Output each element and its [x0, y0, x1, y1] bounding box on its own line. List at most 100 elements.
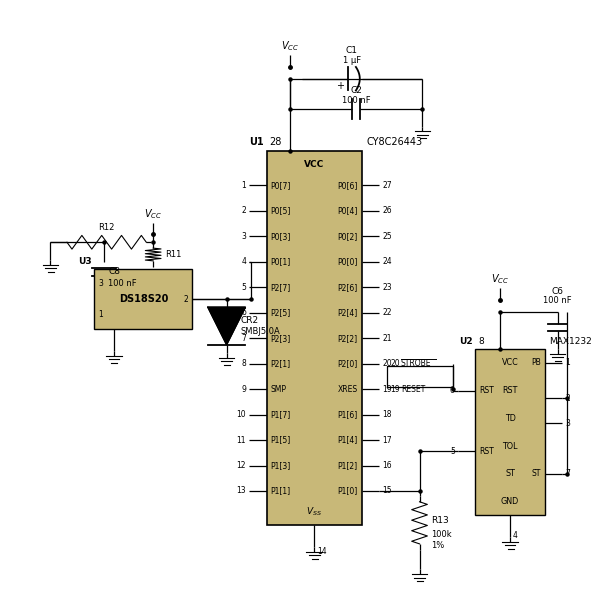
Text: P1[2]: P1[2] — [338, 461, 358, 470]
Text: VCC: VCC — [304, 161, 325, 169]
Text: 10: 10 — [236, 410, 246, 419]
Text: 1: 1 — [565, 358, 570, 367]
Text: 19: 19 — [390, 385, 400, 394]
Text: 15: 15 — [382, 486, 392, 495]
Text: P0[1]: P0[1] — [271, 257, 291, 266]
Text: ST: ST — [505, 469, 515, 478]
Text: 27: 27 — [382, 181, 392, 190]
Text: 24: 24 — [382, 257, 392, 266]
Text: RST: RST — [479, 386, 494, 395]
Text: 2: 2 — [241, 207, 246, 216]
Text: RST: RST — [502, 386, 518, 395]
Text: 1%: 1% — [431, 541, 445, 550]
Bar — [94, 269, 193, 329]
Text: $V_{SS}$: $V_{SS}$ — [306, 506, 322, 518]
Text: VCC: VCC — [502, 358, 518, 367]
Text: 4: 4 — [513, 531, 518, 540]
Text: 23: 23 — [382, 283, 392, 292]
Text: 28: 28 — [269, 137, 282, 147]
Text: $V_{CC}$: $V_{CC}$ — [281, 39, 299, 53]
Text: P1[1]: P1[1] — [271, 486, 291, 495]
Text: P2[3]: P2[3] — [271, 334, 291, 342]
Text: 1 μF: 1 μF — [343, 56, 361, 65]
Text: CY8C26443: CY8C26443 — [367, 137, 423, 147]
Text: $V_{CC}$: $V_{CC}$ — [144, 207, 162, 220]
Text: 7: 7 — [565, 469, 571, 478]
Text: C6: C6 — [551, 287, 563, 296]
Text: P2[1]: P2[1] — [271, 359, 291, 368]
Text: 2: 2 — [565, 394, 570, 403]
Text: P2[4]: P2[4] — [338, 308, 358, 317]
Text: U2: U2 — [459, 337, 472, 346]
Text: C8: C8 — [108, 267, 120, 276]
Text: CR2: CR2 — [241, 316, 259, 324]
Text: C2: C2 — [350, 86, 362, 95]
Text: 1: 1 — [241, 181, 246, 190]
Text: 8: 8 — [478, 337, 484, 346]
Text: 1: 1 — [98, 310, 103, 319]
Text: U3: U3 — [78, 257, 91, 266]
Text: 3: 3 — [565, 419, 571, 428]
Text: DS18S20: DS18S20 — [119, 294, 168, 304]
Text: P0[4]: P0[4] — [337, 207, 358, 216]
Text: 11: 11 — [236, 435, 246, 445]
Text: SMP: SMP — [271, 385, 287, 394]
Text: P0[2]: P0[2] — [338, 232, 358, 241]
Text: 8: 8 — [241, 359, 246, 368]
Text: P1[5]: P1[5] — [271, 435, 291, 445]
Text: ST: ST — [532, 469, 541, 478]
Text: P2[2]: P2[2] — [338, 334, 358, 342]
Text: P2[5]: P2[5] — [271, 308, 291, 317]
Text: 5: 5 — [241, 283, 246, 292]
Text: MAX1232: MAX1232 — [549, 337, 592, 346]
Text: 17: 17 — [382, 435, 392, 445]
Text: 3: 3 — [241, 232, 246, 241]
Text: RST: RST — [479, 446, 494, 455]
Text: R11: R11 — [165, 250, 181, 259]
Text: RESET: RESET — [401, 385, 425, 394]
Text: 22: 22 — [382, 308, 392, 317]
Text: 100 nF: 100 nF — [342, 96, 371, 105]
Text: TD: TD — [505, 414, 515, 423]
Text: R13: R13 — [431, 516, 449, 525]
Text: 7: 7 — [241, 334, 246, 342]
Text: R12: R12 — [98, 223, 115, 233]
Text: 3: 3 — [98, 280, 103, 288]
Text: P0[0]: P0[0] — [337, 257, 358, 266]
Text: 14: 14 — [317, 547, 327, 556]
Text: STROBE: STROBE — [401, 359, 431, 368]
Text: 9: 9 — [241, 385, 246, 394]
Text: 19: 19 — [382, 385, 392, 394]
Text: PB: PB — [531, 358, 541, 367]
Text: P0[5]: P0[5] — [271, 207, 291, 216]
Text: P0[7]: P0[7] — [271, 181, 291, 190]
Text: 100k: 100k — [431, 530, 452, 539]
Text: 21: 21 — [382, 334, 392, 342]
Text: P1[7]: P1[7] — [271, 410, 291, 419]
Text: 4: 4 — [241, 257, 246, 266]
Text: 5: 5 — [450, 446, 455, 455]
Text: 26: 26 — [382, 207, 392, 216]
Text: 100 nF: 100 nF — [543, 296, 572, 305]
Text: P0[6]: P0[6] — [337, 181, 358, 190]
Text: P2[0]: P2[0] — [338, 359, 358, 368]
Text: 16: 16 — [382, 461, 392, 470]
Bar — [475, 349, 545, 515]
Text: 100 nF: 100 nF — [108, 279, 137, 288]
Text: 18: 18 — [382, 410, 392, 419]
Text: P1[3]: P1[3] — [271, 461, 291, 470]
Text: 12: 12 — [236, 461, 246, 470]
Text: GND: GND — [501, 497, 519, 506]
Text: 2: 2 — [184, 295, 188, 304]
Text: 6: 6 — [450, 386, 455, 395]
Text: P0[3]: P0[3] — [271, 232, 291, 241]
Text: $V_{CC}$: $V_{CC}$ — [491, 272, 509, 286]
Text: 20: 20 — [390, 359, 400, 368]
Bar — [267, 151, 362, 525]
Text: P1[4]: P1[4] — [338, 435, 358, 445]
Text: P1[0]: P1[0] — [338, 486, 358, 495]
Text: SMBJ5.0A: SMBJ5.0A — [241, 327, 280, 336]
Text: P2[6]: P2[6] — [338, 283, 358, 292]
Text: 13: 13 — [236, 486, 246, 495]
Text: 25: 25 — [382, 232, 392, 241]
